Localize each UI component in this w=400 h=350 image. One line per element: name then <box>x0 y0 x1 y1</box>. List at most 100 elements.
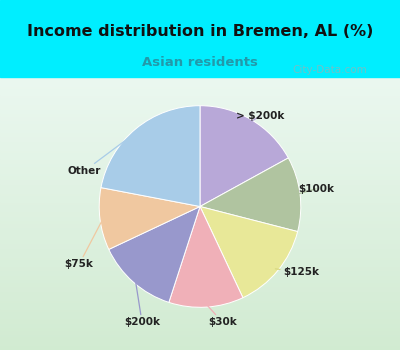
Bar <box>0 206 400 209</box>
Bar <box>0 152 400 154</box>
Bar <box>0 261 400 264</box>
Bar <box>0 309 400 312</box>
Bar <box>0 218 400 220</box>
Text: $125k: $125k <box>275 267 319 277</box>
Bar <box>0 86 400 88</box>
Bar <box>0 273 400 275</box>
Bar <box>0 282 400 284</box>
Bar <box>0 122 400 125</box>
Bar <box>0 91 400 93</box>
Bar <box>0 268 400 270</box>
Bar <box>0 343 400 345</box>
Bar <box>0 241 400 243</box>
Text: $75k: $75k <box>65 219 103 270</box>
Wedge shape <box>200 158 301 232</box>
Wedge shape <box>200 206 298 298</box>
Bar <box>0 163 400 166</box>
Text: Other: Other <box>67 131 138 176</box>
Bar <box>0 257 400 259</box>
Bar <box>0 300 400 302</box>
Bar <box>0 252 400 254</box>
Bar <box>0 277 400 279</box>
Bar <box>0 345 400 348</box>
Bar <box>0 109 400 111</box>
Bar <box>0 136 400 138</box>
Wedge shape <box>101 106 200 206</box>
Bar <box>0 157 400 159</box>
Bar <box>0 336 400 339</box>
Bar <box>0 95 400 97</box>
Bar <box>0 141 400 143</box>
Bar <box>0 166 400 168</box>
Bar <box>0 239 400 241</box>
Bar <box>0 204 400 206</box>
Bar <box>0 334 400 336</box>
Bar <box>0 148 400 150</box>
Bar <box>0 182 400 184</box>
Bar <box>0 113 400 116</box>
Bar <box>0 202 400 204</box>
Bar <box>0 168 400 170</box>
Bar <box>0 79 400 82</box>
Bar <box>0 293 400 295</box>
Bar <box>0 248 400 250</box>
Bar <box>0 321 400 323</box>
Bar <box>0 84 400 86</box>
Wedge shape <box>109 206 200 302</box>
Bar <box>0 97 400 100</box>
Bar <box>0 132 400 134</box>
Bar <box>0 125 400 127</box>
Bar <box>0 120 400 122</box>
Bar <box>0 179 400 182</box>
Bar <box>0 307 400 309</box>
Bar <box>0 104 400 106</box>
Bar <box>0 227 400 230</box>
Bar <box>0 188 400 191</box>
Bar <box>0 314 400 316</box>
Bar <box>0 327 400 330</box>
Bar <box>0 102 400 104</box>
Bar <box>0 161 400 163</box>
Text: Income distribution in Bremen, AL (%): Income distribution in Bremen, AL (%) <box>27 24 373 39</box>
Bar <box>0 284 400 286</box>
Bar <box>0 288 400 291</box>
Bar <box>0 298 400 300</box>
Bar <box>0 243 400 245</box>
Wedge shape <box>169 206 243 307</box>
Bar <box>0 106 400 109</box>
Bar <box>0 193 400 195</box>
Bar <box>0 220 400 223</box>
Bar <box>0 209 400 211</box>
Bar <box>0 197 400 200</box>
Bar <box>0 316 400 318</box>
Text: > $200k: > $200k <box>236 111 285 122</box>
Bar <box>0 150 400 152</box>
Bar <box>0 138 400 141</box>
Bar <box>0 279 400 282</box>
Bar <box>0 145 400 148</box>
Bar <box>0 127 400 130</box>
Bar <box>0 341 400 343</box>
Bar <box>0 173 400 175</box>
Bar <box>0 186 400 188</box>
Bar <box>0 191 400 193</box>
Bar <box>0 82 400 84</box>
Bar <box>0 118 400 120</box>
Bar <box>0 100 400 102</box>
Bar <box>0 295 400 298</box>
Wedge shape <box>99 188 200 250</box>
Bar <box>0 266 400 268</box>
Bar <box>0 332 400 334</box>
Bar <box>0 111 400 113</box>
Bar <box>0 214 400 216</box>
Bar <box>0 223 400 225</box>
Bar <box>0 245 400 248</box>
Bar <box>0 330 400 332</box>
Bar <box>0 0 400 77</box>
Bar <box>0 230 400 232</box>
Text: City-Data.com: City-Data.com <box>292 65 367 75</box>
Bar <box>0 93 400 95</box>
Bar <box>0 159 400 161</box>
Bar <box>0 254 400 257</box>
Bar <box>0 234 400 236</box>
